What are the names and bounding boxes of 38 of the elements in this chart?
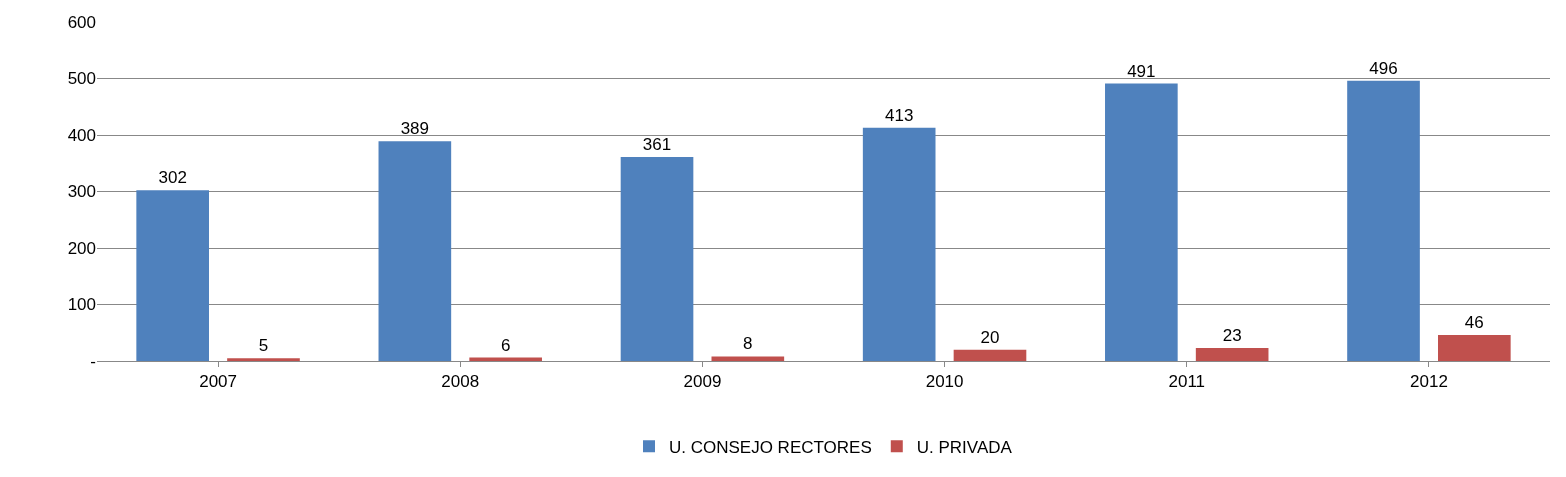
bar [1347, 80, 1420, 361]
x-tick-label: 2008 [441, 372, 480, 392]
bar [227, 358, 300, 361]
y-tick-label: 600 [67, 12, 96, 32]
data-label: 6 [500, 335, 511, 355]
data-label: 5 [258, 336, 269, 356]
bar [1438, 335, 1511, 361]
data-label: 361 [642, 135, 672, 155]
bar [953, 349, 1027, 361]
bar [1105, 83, 1178, 361]
y-tick-label: 100 [67, 295, 96, 315]
data-label: 8 [743, 334, 753, 354]
y-tick-label: 200 [67, 238, 96, 258]
x-tick-label: 2007 [199, 372, 237, 392]
bar [862, 127, 936, 361]
x-tick-label: 2009 [683, 372, 722, 392]
data-label: 46 [1464, 313, 1484, 333]
y-tick-label: 400 [67, 125, 96, 145]
x-tick-label: 2012 [1410, 372, 1448, 392]
legend-label: U. CONSEJO RECTORES [669, 437, 872, 457]
data-label: 413 [884, 105, 914, 125]
bar [711, 356, 785, 361]
data-label: 23 [1222, 326, 1242, 345]
y-tick-label: 300 [67, 182, 96, 202]
x-tick-label: 2010 [925, 372, 964, 392]
data-label: 496 [1369, 58, 1398, 78]
bar [378, 141, 452, 361]
x-tick-label: 2011 [1168, 372, 1206, 392]
y-tick-label: 500 [67, 69, 96, 89]
data-label: 302 [158, 168, 187, 188]
data-label: 20 [980, 327, 1000, 347]
y-tick-label: - [90, 351, 96, 371]
bar [1195, 348, 1269, 361]
data-label: 491 [1127, 61, 1156, 81]
bar [620, 157, 694, 361]
data-label: 389 [400, 119, 430, 139]
legend-label: U. PRIVADA [916, 437, 1013, 457]
bar [136, 190, 209, 361]
